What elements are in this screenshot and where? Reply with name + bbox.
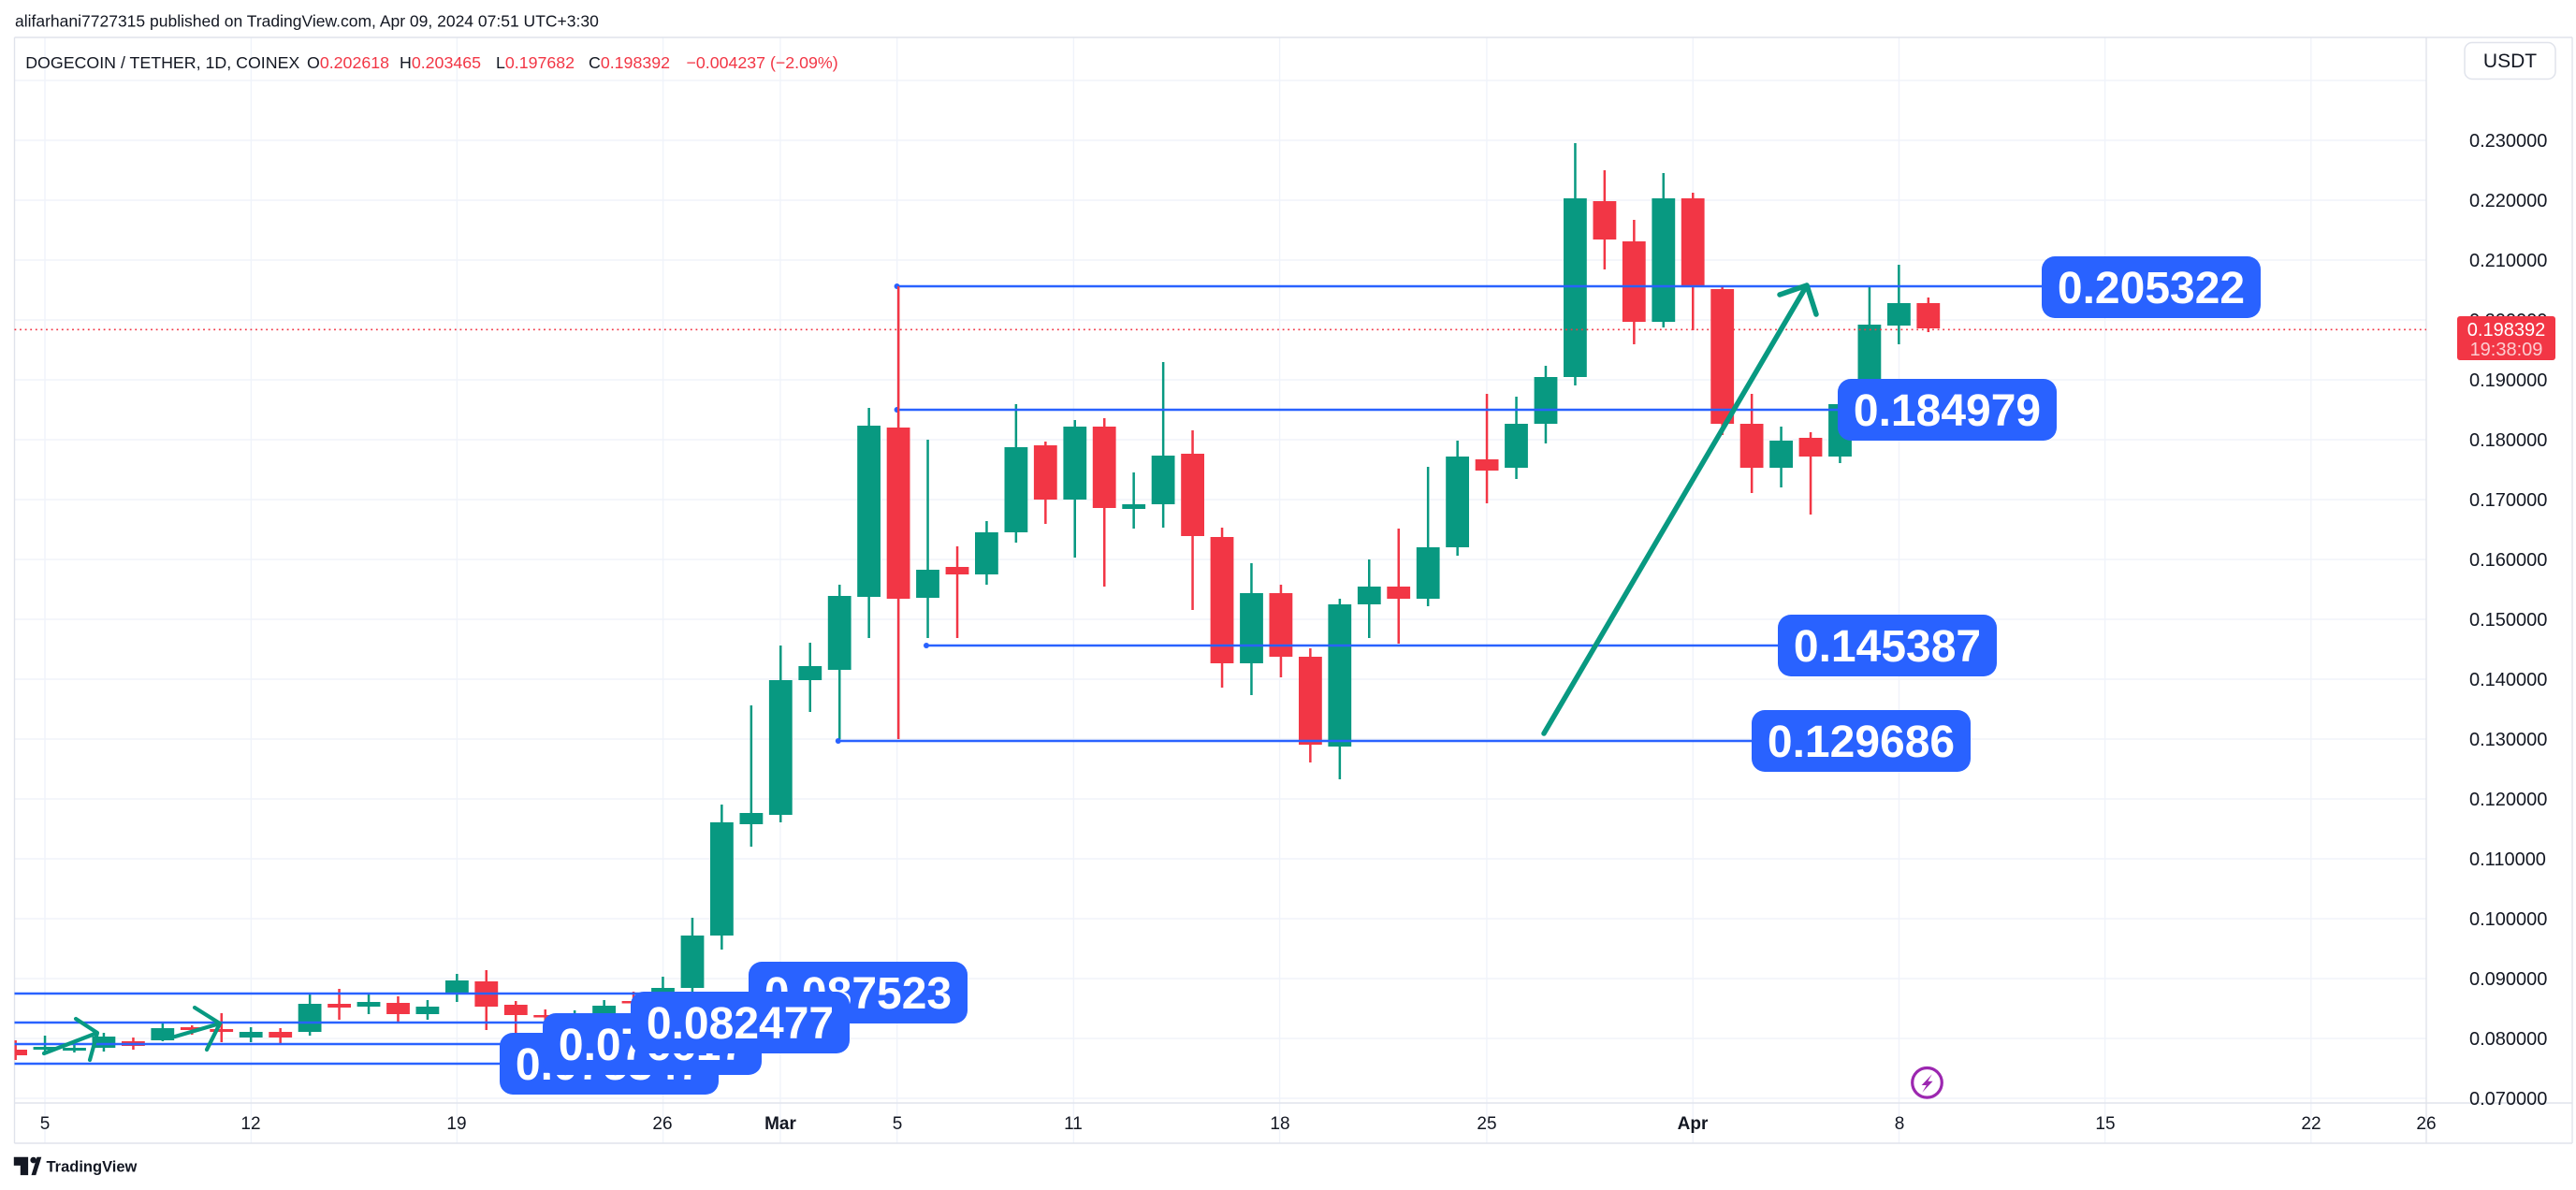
svg-text:0.150000: 0.150000 — [2469, 610, 2547, 631]
svg-text:Apr: Apr — [1678, 1114, 1709, 1134]
svg-text:0.160000: 0.160000 — [2469, 550, 2547, 571]
svg-text:0.110000: 0.110000 — [2469, 849, 2546, 870]
svg-text:USDT: USDT — [2483, 51, 2537, 72]
svg-text:0.180000: 0.180000 — [2469, 430, 2547, 451]
svg-text:0.170000: 0.170000 — [2469, 490, 2547, 511]
svg-text:22: 22 — [2301, 1114, 2321, 1134]
svg-text:0.100000: 0.100000 — [2469, 909, 2547, 930]
svg-text:12: 12 — [240, 1114, 260, 1134]
svg-text:18: 18 — [1270, 1114, 1289, 1134]
svg-text:Mar: Mar — [764, 1114, 796, 1134]
svg-text:26: 26 — [652, 1114, 672, 1134]
svg-text:0.129686: 0.129686 — [1768, 718, 1955, 767]
svg-text:11: 11 — [1064, 1114, 1083, 1134]
svg-text:5: 5 — [40, 1114, 51, 1134]
svg-text:0.130000: 0.130000 — [2469, 730, 2547, 750]
svg-text:0.070000: 0.070000 — [2469, 1089, 2547, 1110]
svg-text:25: 25 — [1477, 1114, 1496, 1134]
svg-text:0.184979: 0.184979 — [1854, 386, 2041, 436]
svg-text:C0.198392: C0.198392 — [589, 53, 670, 72]
svg-text:DOGECOIN / TETHER, 1D, COINEX: DOGECOIN / TETHER, 1D, COINEX — [25, 53, 299, 72]
svg-text:0.220000: 0.220000 — [2469, 191, 2547, 211]
svg-text:19: 19 — [446, 1114, 466, 1134]
svg-text:0.205322: 0.205322 — [2058, 264, 2245, 313]
svg-text:26: 26 — [2416, 1114, 2436, 1134]
svg-text:0.120000: 0.120000 — [2469, 790, 2547, 810]
svg-text:0.140000: 0.140000 — [2469, 670, 2547, 690]
svg-text:O0.202618: O0.202618 — [307, 53, 389, 72]
svg-text:0.198392: 0.198392 — [2467, 320, 2545, 341]
svg-text:alifarhani7727315 published on: alifarhani7727315 published on TradingVi… — [15, 12, 599, 31]
svg-text:0.230000: 0.230000 — [2469, 131, 2547, 152]
svg-text:TradingView: TradingView — [47, 1159, 138, 1176]
svg-text:L0.197682: L0.197682 — [496, 53, 575, 72]
svg-text:0.190000: 0.190000 — [2469, 370, 2547, 391]
svg-text:0.145387: 0.145387 — [1794, 622, 1981, 672]
svg-text:19:38:09: 19:38:09 — [2470, 340, 2543, 360]
svg-text:8: 8 — [1895, 1114, 1905, 1134]
svg-text:−0.004237 (−2.09%): −0.004237 (−2.09%) — [687, 53, 838, 72]
svg-text:0.080000: 0.080000 — [2469, 1029, 2547, 1050]
svg-text:H0.203465: H0.203465 — [400, 53, 481, 72]
svg-text:0.082477: 0.082477 — [647, 999, 834, 1049]
svg-text:5: 5 — [893, 1114, 903, 1134]
svg-text:0.090000: 0.090000 — [2469, 969, 2547, 990]
svg-text:15: 15 — [2095, 1114, 2115, 1134]
svg-text:0.210000: 0.210000 — [2469, 251, 2547, 271]
